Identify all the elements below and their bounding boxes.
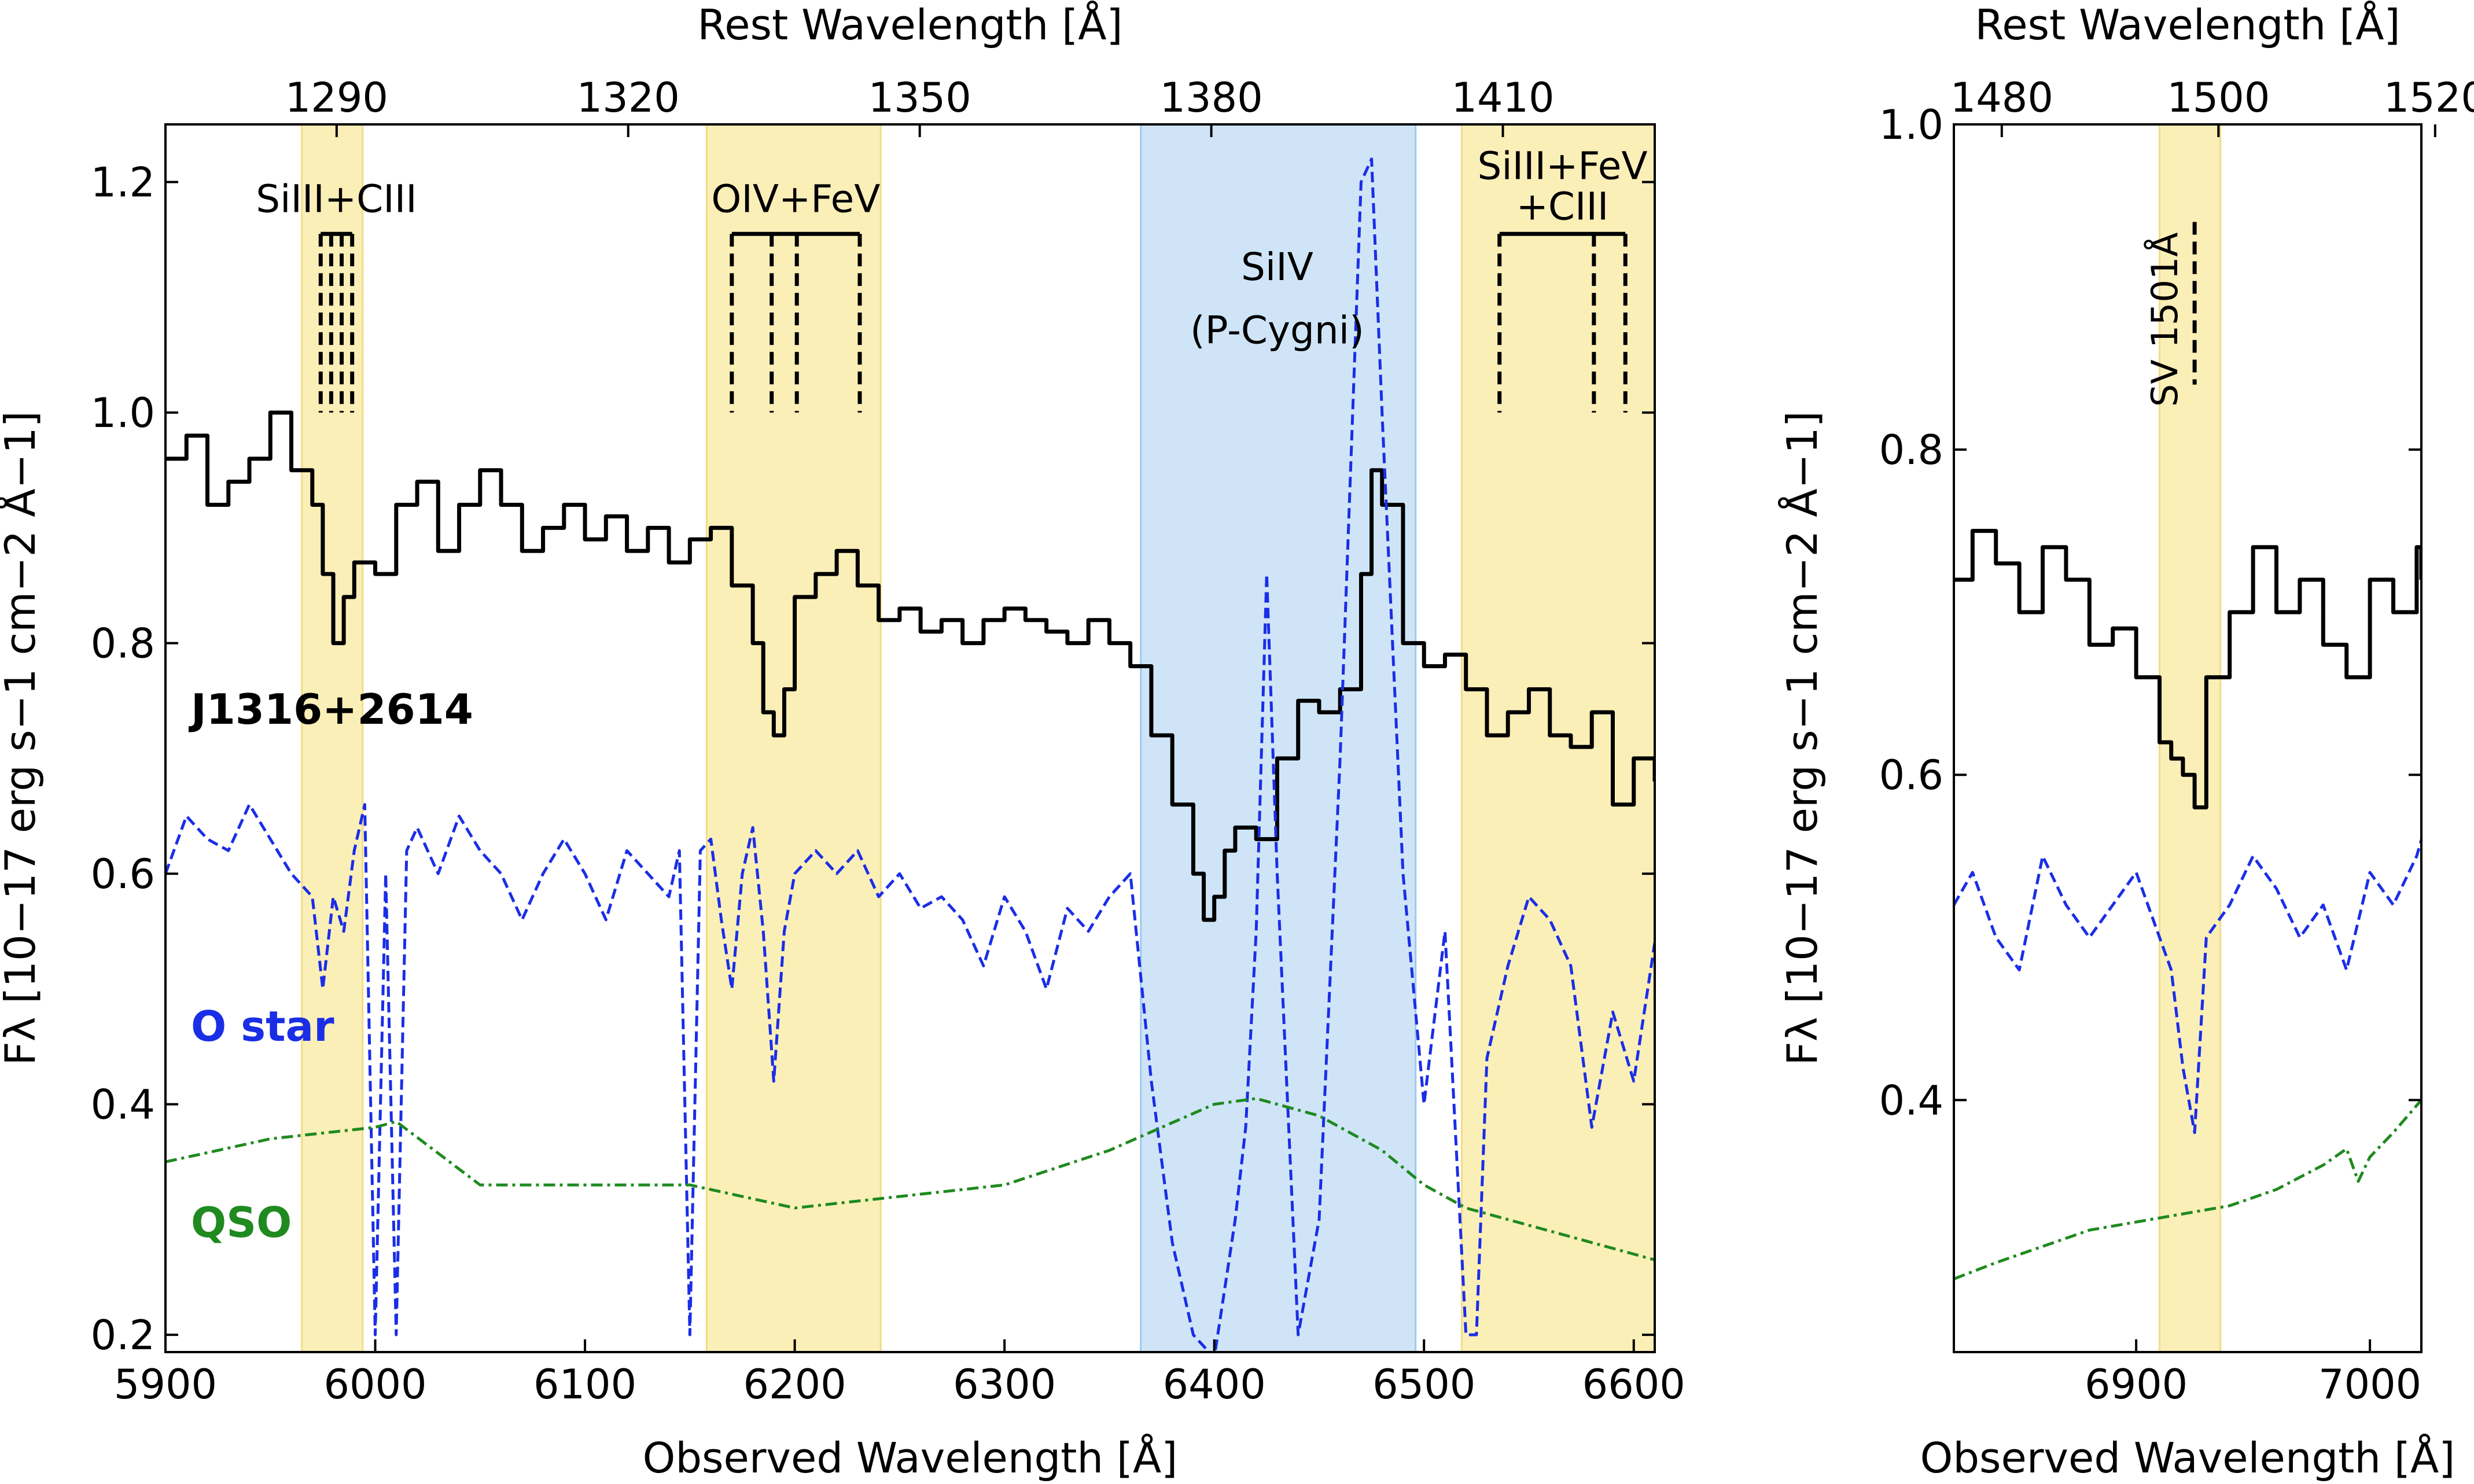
y-tick-label: 1.2 [91, 159, 155, 207]
y-tick-label: 0.6 [91, 850, 155, 898]
y-tick-label: 0.8 [1879, 426, 1943, 474]
line-group-label: SV 1501Å [2144, 232, 2186, 407]
y-axis-label: Fλ [10−17 erg s−1 cm−2 Å−1] [0, 411, 45, 1065]
x-tick-label: 6200 [743, 1361, 846, 1408]
top-x-tick-label: 1350 [868, 74, 971, 121]
series-line-o-star [1954, 839, 2421, 1135]
y-tick-label: 0.8 [91, 620, 155, 668]
x-tick-label: 6100 [533, 1361, 636, 1408]
shaded-region [1140, 124, 1416, 1352]
plot-frame [1953, 123, 2423, 1353]
object-label: J1316+2614 [188, 685, 473, 734]
qso-label: QSO [191, 1198, 292, 1247]
shaded-region [706, 124, 881, 1352]
top-x-tick-label: 1320 [577, 74, 680, 121]
x-axis-label: Observed Wavelength [Å] [643, 1434, 1178, 1482]
x-tick-label: 6900 [2085, 1361, 2188, 1408]
shaded-region [301, 124, 363, 1352]
y-tick-label: 0.6 [1879, 752, 1943, 799]
shaded-region [2159, 124, 2221, 1352]
x-tick-label: 5900 [114, 1361, 217, 1408]
top-x-tick-label: 1410 [1451, 74, 1554, 121]
y-axis-label: Fλ [10−17 erg s−1 cm−2 Å−1] [1778, 411, 1827, 1065]
y-tick-label: 0.2 [91, 1312, 155, 1359]
ostar-label: O star [191, 1002, 334, 1051]
series-line-j1316-2614 [165, 410, 1655, 922]
top-x-axis-label: Rest Wavelength [Å] [1975, 1, 2400, 49]
x-tick-label: 7000 [2318, 1361, 2421, 1408]
line-group-label: OIV+FeV [711, 176, 880, 221]
x-tick-label: 6500 [1372, 1361, 1475, 1408]
plot-frame [164, 123, 1656, 1353]
y-tick-label: 0.4 [1879, 1077, 1943, 1124]
series-line-j1316-2614 [1954, 529, 2421, 809]
x-tick-label: 6000 [323, 1361, 426, 1408]
line-group-label-2: (P-Cygni) [1190, 308, 1364, 353]
line-group-label-2: +CIII [1516, 184, 1609, 229]
top-x-tick-label: 1520 [2384, 74, 2474, 121]
top-x-axis-label: Rest Wavelength [Å] [697, 1, 1122, 49]
x-tick-label: 6600 [1582, 1361, 1685, 1408]
line-group-label: SiIV [1241, 245, 1313, 289]
series-line-o-star [165, 157, 1655, 1352]
top-x-tick-label: 1480 [1950, 74, 2053, 121]
y-tick-label: 0.4 [91, 1081, 155, 1129]
top-x-tick-label: 1290 [285, 74, 388, 121]
left-panel: 5900 6000 6100 6200 6300 6400 6500 6600 0.2 0.4 0.… [0, 1, 1685, 1482]
top-x-tick-label: 1500 [2167, 74, 2270, 121]
top-x-tick-label: 1380 [1160, 74, 1263, 121]
x-axis-label: Observed Wavelength [Å] [1920, 1434, 2455, 1482]
line-group-label: SiIII+FeV [1477, 143, 1647, 188]
y-tick-label: 1.0 [91, 389, 155, 437]
x-tick-label: 6300 [953, 1361, 1056, 1408]
y-tick-label: 1.0 [1879, 101, 1943, 149]
series-line-qso [165, 1097, 1655, 1262]
shaded-region [1461, 124, 1655, 1352]
line-group-label: SiIII+CIII [256, 176, 417, 221]
x-tick-label: 6400 [1163, 1361, 1266, 1408]
series-line-qso [1954, 1099, 2421, 1280]
